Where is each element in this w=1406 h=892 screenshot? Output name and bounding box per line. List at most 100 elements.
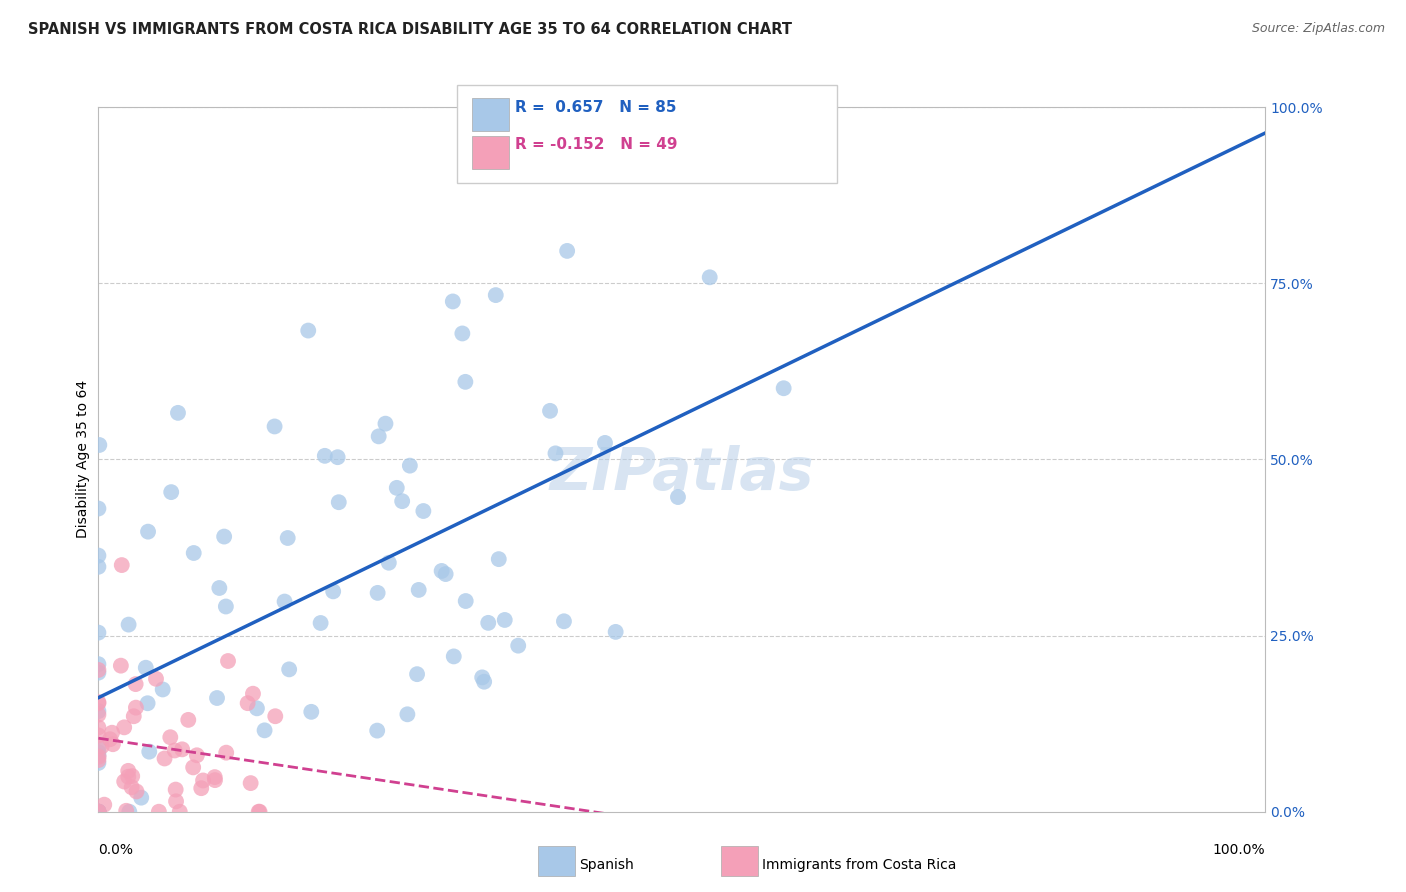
Point [87,625,110,640]
Point [367,586,389,600]
Point [278,662,301,676]
Text: R =  0.657   N = 85: R = 0.657 N = 85 [515,100,676,115]
Point [87,559,110,574]
Point [555,244,578,258]
Point [87,805,110,819]
Point [122,709,145,723]
Point [772,381,794,395]
Point [191,773,214,788]
Point [87,805,110,819]
Point [87,805,110,819]
Point [87,665,110,680]
Point [148,805,170,819]
Point [408,582,430,597]
Point [167,406,190,420]
Point [212,530,235,544]
Point [309,615,332,630]
Point [471,670,494,684]
Point [181,760,204,774]
Point [205,691,228,706]
Point [98,732,121,747]
Point [263,419,285,434]
Point [593,436,616,450]
Point [326,450,349,465]
Point [117,770,139,784]
Point [328,495,350,509]
Point [125,784,148,798]
Point [87,695,110,709]
Point [485,288,508,302]
Point [277,531,299,545]
Point [378,556,401,570]
Point [204,773,226,788]
Point [488,552,510,566]
Point [87,501,110,516]
Point [160,485,183,500]
Point [454,375,477,389]
Point [454,594,477,608]
Point [163,743,186,757]
Point [87,748,110,763]
Point [434,567,457,582]
Point [208,581,231,595]
Point [87,805,110,819]
Point [273,594,295,608]
Point [121,769,143,783]
Point [101,737,124,751]
Point [87,749,110,764]
Point [246,701,269,715]
Point [87,657,110,672]
Point [124,677,146,691]
Point [112,774,135,789]
Point [247,805,270,819]
Text: ZIPatlas: ZIPatlas [550,445,814,502]
Point [314,449,336,463]
Point [87,805,110,819]
Point [204,770,226,784]
Point [249,805,271,819]
Point [125,700,148,714]
Point [494,613,516,627]
Point [87,756,110,770]
Point [412,504,434,518]
Point [264,709,287,723]
Point [112,720,135,734]
Point [177,713,200,727]
Point [441,294,464,309]
Point [472,674,495,689]
Point [87,704,110,718]
Point [87,721,110,735]
Text: R = -0.152   N = 49: R = -0.152 N = 49 [515,137,678,153]
Point [93,797,115,812]
Point [87,549,110,563]
Point [553,615,575,629]
Point [385,481,408,495]
Point [87,745,110,759]
Text: SPANISH VS IMMIGRANTS FROM COSTA RICA DISABILITY AGE 35 TO 64 CORRELATION CHART: SPANISH VS IMMIGRANTS FROM COSTA RICA DI… [28,22,792,37]
Point [217,654,239,668]
Point [242,687,264,701]
Point [87,805,110,819]
Point [666,490,689,504]
Point [538,404,561,418]
Point [297,324,319,338]
Point [87,805,110,819]
Point [87,707,110,722]
Text: 0.0%: 0.0% [98,843,134,857]
Point [374,417,396,431]
Text: 100.0%: 100.0% [1213,843,1265,857]
Point [215,599,238,614]
Point [87,696,110,710]
Point [215,746,238,760]
Point [87,805,110,819]
Text: Immigrants from Costa Rica: Immigrants from Costa Rica [762,858,956,872]
Point [118,805,141,819]
Point [87,753,110,767]
Point [190,781,212,796]
Point [145,672,167,686]
Point [87,663,110,677]
Point [87,805,110,819]
Point [110,658,132,673]
Point [101,725,124,739]
Point [121,780,143,795]
